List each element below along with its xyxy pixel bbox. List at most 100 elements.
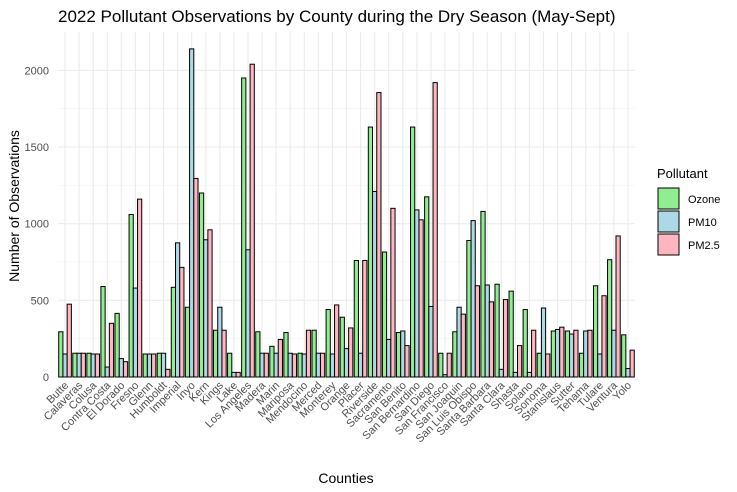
bar-ozone: [128, 213, 134, 378]
bar-ozone: [198, 192, 205, 378]
bar-ozone: [578, 352, 585, 378]
bar-pm2-5: [137, 198, 143, 378]
bar-ozone: [142, 353, 148, 378]
bar-pm10: [597, 353, 603, 378]
bar-pm10: [512, 371, 518, 378]
bar-pm10: [132, 287, 139, 378]
bar-pm10: [470, 220, 476, 378]
bar-pm10: [498, 368, 504, 378]
bar-pm10: [259, 352, 265, 378]
bar-ozone: [536, 352, 542, 378]
bar-pm10: [583, 330, 589, 378]
bar-ozone: [100, 286, 106, 378]
bar-pm2-5: [404, 345, 410, 378]
bar-pm2-5: [108, 322, 115, 378]
bar-ozone: [452, 331, 458, 378]
bar-pm10: [526, 371, 533, 378]
bar-ozone: [564, 330, 571, 378]
bar-pm2-5: [305, 329, 312, 378]
bar-pm10: [301, 353, 307, 378]
bar-pm10: [175, 242, 181, 378]
bar-pm10: [554, 328, 561, 378]
bar-pm10: [160, 352, 167, 378]
bar-ozone: [297, 352, 303, 378]
bar-pm2-5: [516, 345, 523, 378]
bar-pm2-5: [221, 329, 227, 378]
bar-pm2-5: [235, 371, 241, 378]
bar-pm10: [625, 368, 631, 378]
bar-pm2-5: [334, 304, 340, 378]
bar-pm10: [104, 366, 110, 378]
bar-ozone: [114, 312, 120, 378]
bar-pm2-5: [587, 329, 593, 378]
x-axis-title: Counties: [318, 470, 373, 486]
bar-pm10: [189, 48, 195, 378]
bar-ozone: [325, 309, 331, 378]
bar-ozone: [339, 316, 345, 378]
y-tick-label: 0: [43, 372, 49, 384]
bar-ozone: [311, 329, 317, 378]
bar-pm2-5: [531, 329, 537, 378]
bar-ozone: [550, 330, 556, 378]
bar-pm10: [245, 249, 251, 378]
bar-ozone: [621, 334, 627, 378]
bar-ozone: [480, 210, 486, 378]
bar-pm10: [484, 284, 490, 378]
bar-pm10: [569, 333, 575, 378]
bar-pm2-5: [165, 368, 171, 378]
bar-ozone: [424, 196, 430, 378]
chart-title: 2022 Pollutant Observations by County du…: [58, 7, 616, 26]
bar-pm10: [357, 352, 364, 378]
bar-ozone: [522, 309, 528, 378]
bar-ozone: [438, 352, 444, 378]
bar-pm10: [329, 353, 336, 378]
bar-pm10: [76, 352, 82, 378]
y-tick-label: 500: [31, 295, 49, 307]
bar-pm10: [231, 371, 237, 378]
bar-pm2-5: [179, 266, 185, 378]
bar-pm10: [428, 305, 434, 378]
bar-ozone: [381, 251, 388, 378]
bar-pm2-5: [66, 303, 72, 378]
legend-title: Pollutant: [657, 166, 708, 181]
legend-key: [657, 233, 680, 256]
bar-pm2-5: [502, 299, 509, 378]
bar-ozone: [227, 352, 233, 378]
bar-pm10: [611, 329, 617, 378]
bar-ozone: [466, 240, 472, 378]
bar-pm2-5: [488, 301, 495, 378]
bar-ozone: [86, 352, 92, 378]
bar-pm2-5: [474, 285, 480, 378]
bar-pm10: [203, 239, 209, 378]
bar-pm2-5: [601, 295, 607, 378]
bar-pm10: [456, 306, 462, 378]
bar-pm10: [273, 352, 279, 378]
bar-ozone: [395, 332, 402, 378]
bar-ozone: [269, 345, 275, 378]
bar-pm10: [62, 353, 68, 378]
bar-pm10: [118, 358, 124, 378]
bar-ozone: [410, 126, 416, 378]
y-tick-label: 1500: [25, 142, 49, 154]
bar-pm2-5: [390, 207, 396, 378]
y-tick-label: 1000: [25, 219, 49, 231]
bar-pm10: [372, 190, 378, 378]
bar-ozone: [184, 306, 191, 378]
bar-pm2-5: [122, 361, 129, 378]
bar-pm2-5: [193, 177, 199, 378]
bar-pm2-5: [362, 259, 368, 378]
bar-ozone: [367, 126, 374, 378]
bar-pm2-5: [376, 92, 382, 378]
bar-pm10: [540, 307, 547, 378]
bar-ozone: [170, 286, 177, 378]
bar-pm2-5: [418, 219, 424, 378]
bar-ozone: [241, 77, 247, 378]
bar-pm10: [315, 352, 321, 378]
bar-pm2-5: [446, 352, 452, 378]
bar-pm10: [90, 353, 96, 378]
bar-pm2-5: [573, 329, 579, 378]
bar-pm10: [217, 306, 223, 378]
bar-ozone: [58, 331, 64, 378]
plot-area: 0500100015002000ButteCalaverasColusaCont…: [25, 32, 635, 445]
